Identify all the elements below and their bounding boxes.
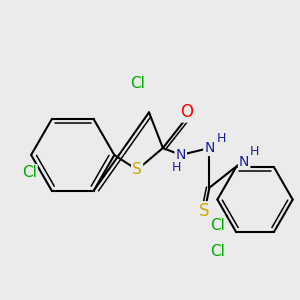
Text: Cl: Cl: [210, 218, 225, 233]
Text: N: N: [239, 155, 249, 169]
Text: Cl: Cl: [210, 244, 225, 259]
Text: N: N: [176, 148, 186, 162]
Text: O: O: [180, 103, 193, 122]
Text: Cl: Cl: [130, 76, 145, 91]
Text: H: H: [172, 161, 182, 174]
Text: N: N: [204, 141, 214, 155]
Text: Cl: Cl: [22, 165, 37, 180]
Text: H: H: [217, 132, 226, 145]
Text: H: H: [249, 146, 259, 158]
Text: S: S: [199, 202, 210, 220]
Text: S: S: [132, 162, 142, 177]
